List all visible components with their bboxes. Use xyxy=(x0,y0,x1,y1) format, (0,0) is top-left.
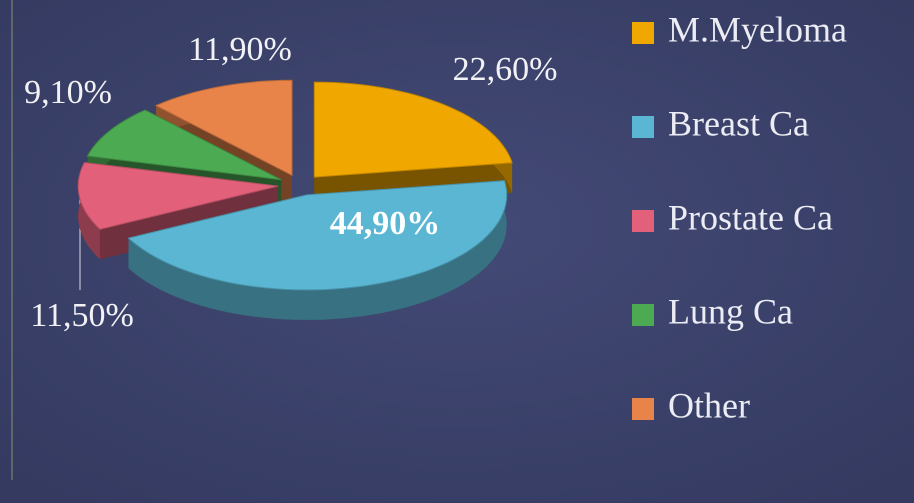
value-label: 11,90% xyxy=(188,31,292,68)
legend-label: Prostate Ca xyxy=(668,197,833,237)
legend-swatch xyxy=(632,304,654,326)
legend-swatch xyxy=(632,116,654,138)
value-label: 11,50% xyxy=(30,297,134,334)
slice xyxy=(77,161,279,230)
slice xyxy=(154,79,293,177)
legend-swatch xyxy=(632,398,654,420)
slice xyxy=(86,109,282,181)
legend-label: M.Myeloma xyxy=(668,9,847,49)
value-label: 9,10% xyxy=(24,74,112,111)
slice xyxy=(127,180,508,291)
value-label: 22,60% xyxy=(453,51,558,88)
slice-side xyxy=(128,180,507,320)
slice xyxy=(313,81,513,178)
legend-label: Breast Ca xyxy=(668,103,809,143)
legend-swatch xyxy=(632,22,654,44)
slice xyxy=(127,180,508,320)
legend-label: Lung Ca xyxy=(668,291,793,331)
value-label: 44,90% xyxy=(330,205,441,242)
legend-swatch xyxy=(632,210,654,232)
legend-label: Other xyxy=(668,385,750,425)
